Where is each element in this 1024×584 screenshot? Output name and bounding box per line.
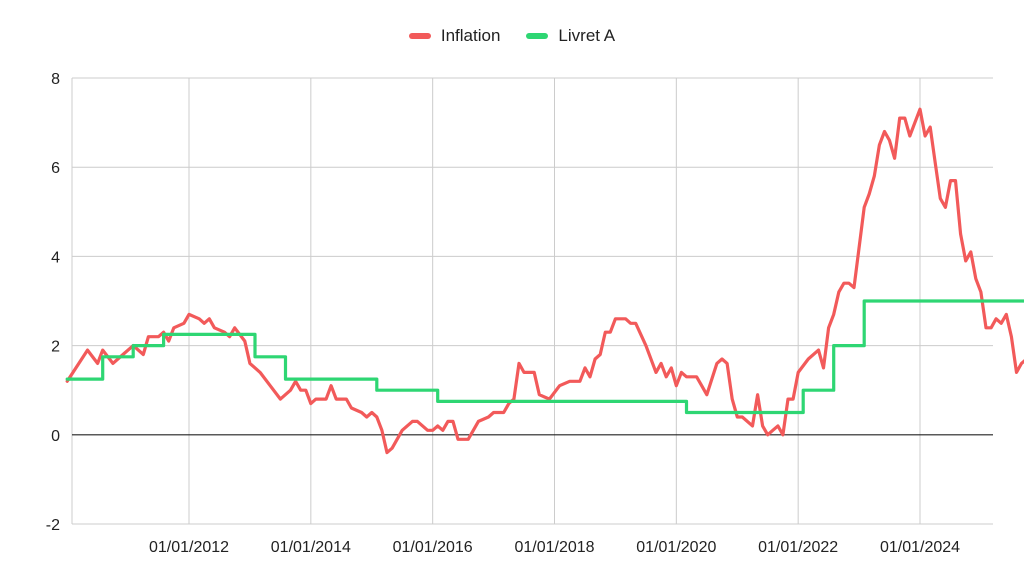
y-axis-labels: -2 0 2 4 6 8 bbox=[46, 71, 60, 534]
x-tick-label: 01/01/2022 bbox=[758, 539, 838, 556]
legend-label-inflation: Inflation bbox=[440, 26, 501, 45]
y-tick-label: 6 bbox=[51, 160, 60, 177]
grid-lines bbox=[71, 77, 993, 525]
x-tick-label: 01/01/2016 bbox=[393, 539, 473, 556]
x-tick-label: 01/01/2018 bbox=[514, 539, 594, 556]
y-tick-label: 4 bbox=[51, 249, 60, 266]
series-lines bbox=[65, 107, 1024, 455]
x-tick-label: 01/01/2012 bbox=[149, 539, 229, 556]
series-line-inflation bbox=[65, 107, 1024, 455]
legend-item-inflation[interactable]: Inflation bbox=[408, 26, 501, 46]
y-tick-label: 2 bbox=[51, 339, 60, 356]
series-line-livret-a bbox=[65, 299, 1024, 415]
legend-item-livret-a[interactable]: Livret A bbox=[526, 26, 615, 46]
y-tick-label: -2 bbox=[46, 517, 60, 534]
x-tick-label: 01/01/2014 bbox=[271, 539, 351, 556]
legend-swatch-inflation bbox=[408, 33, 431, 39]
legend-label-livret-a: Livret A bbox=[558, 26, 616, 45]
chart-legend: Inflation Livret A bbox=[0, 26, 1024, 46]
x-tick-label: 01/01/2020 bbox=[636, 539, 716, 556]
x-tick-label: 01/01/2024 bbox=[880, 539, 960, 556]
y-tick-label: 0 bbox=[51, 428, 60, 445]
x-axis-labels: 01/01/2012 01/01/2014 01/01/2016 01/01/2018… bbox=[149, 539, 960, 556]
legend-swatch-livret-a bbox=[526, 33, 549, 39]
y-tick-label: 8 bbox=[51, 71, 60, 88]
